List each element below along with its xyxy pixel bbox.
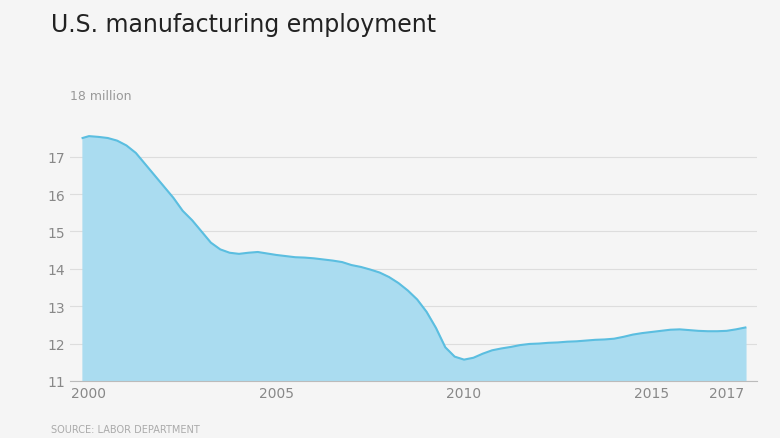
Text: U.S. manufacturing employment: U.S. manufacturing employment: [51, 13, 436, 37]
Text: 18 million: 18 million: [70, 89, 132, 102]
Text: SOURCE: LABOR DEPARTMENT: SOURCE: LABOR DEPARTMENT: [51, 424, 200, 434]
